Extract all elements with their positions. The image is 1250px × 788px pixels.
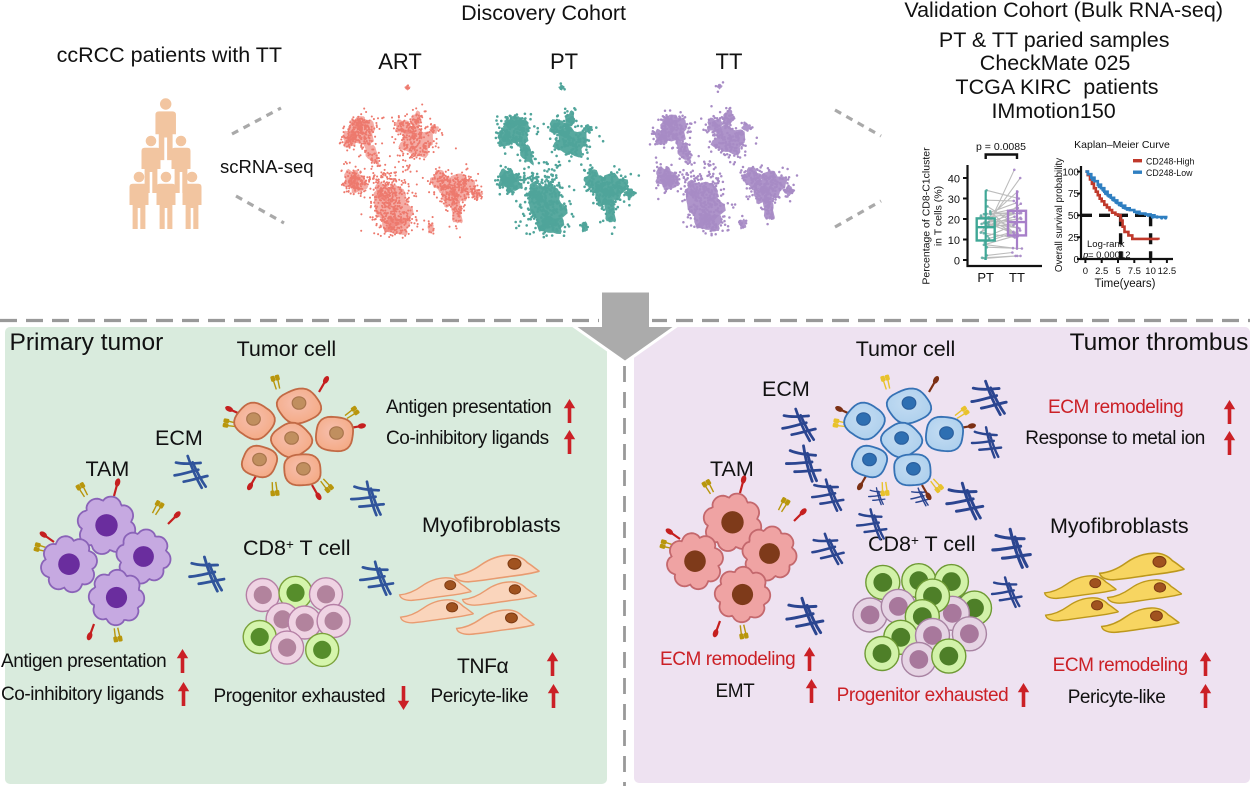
svg-text:Time(years): Time(years) bbox=[1095, 278, 1156, 290]
svg-text:40: 40 bbox=[948, 174, 960, 186]
svg-text:2.5: 2.5 bbox=[1095, 266, 1108, 277]
svg-text:Log-rank: Log-rank bbox=[1087, 239, 1125, 250]
svg-text:CD248-High: CD248-High bbox=[1146, 157, 1195, 167]
svg-text:5: 5 bbox=[1115, 266, 1120, 277]
svg-text:Kaplan–Meier Curve: Kaplan–Meier Curve bbox=[1074, 139, 1170, 151]
svg-text:7.5: 7.5 bbox=[1128, 266, 1141, 277]
svg-text:TT: TT bbox=[1009, 270, 1025, 285]
svg-text:75: 75 bbox=[1068, 189, 1080, 200]
svg-text:10: 10 bbox=[1145, 266, 1156, 277]
svg-text:CD248-Low: CD248-Low bbox=[1146, 168, 1193, 178]
svg-text:50: 50 bbox=[1068, 211, 1080, 222]
svg-text:30: 30 bbox=[948, 194, 960, 206]
svg-text:PT: PT bbox=[977, 270, 994, 285]
svg-text:= 0.00012: = 0.00012 bbox=[1088, 250, 1131, 261]
svg-text:p = 0.0085: p = 0.0085 bbox=[976, 141, 1026, 153]
svg-text:20: 20 bbox=[948, 215, 960, 227]
svg-text:10: 10 bbox=[948, 235, 960, 247]
svg-text:0: 0 bbox=[1073, 255, 1079, 266]
svg-text:0: 0 bbox=[954, 256, 960, 268]
svg-text:100: 100 bbox=[1062, 167, 1079, 178]
svg-text:25: 25 bbox=[1068, 233, 1080, 244]
svg-text:12.5: 12.5 bbox=[1158, 266, 1177, 277]
svg-text:p: p bbox=[1082, 250, 1088, 261]
svg-text:0: 0 bbox=[1083, 266, 1088, 277]
